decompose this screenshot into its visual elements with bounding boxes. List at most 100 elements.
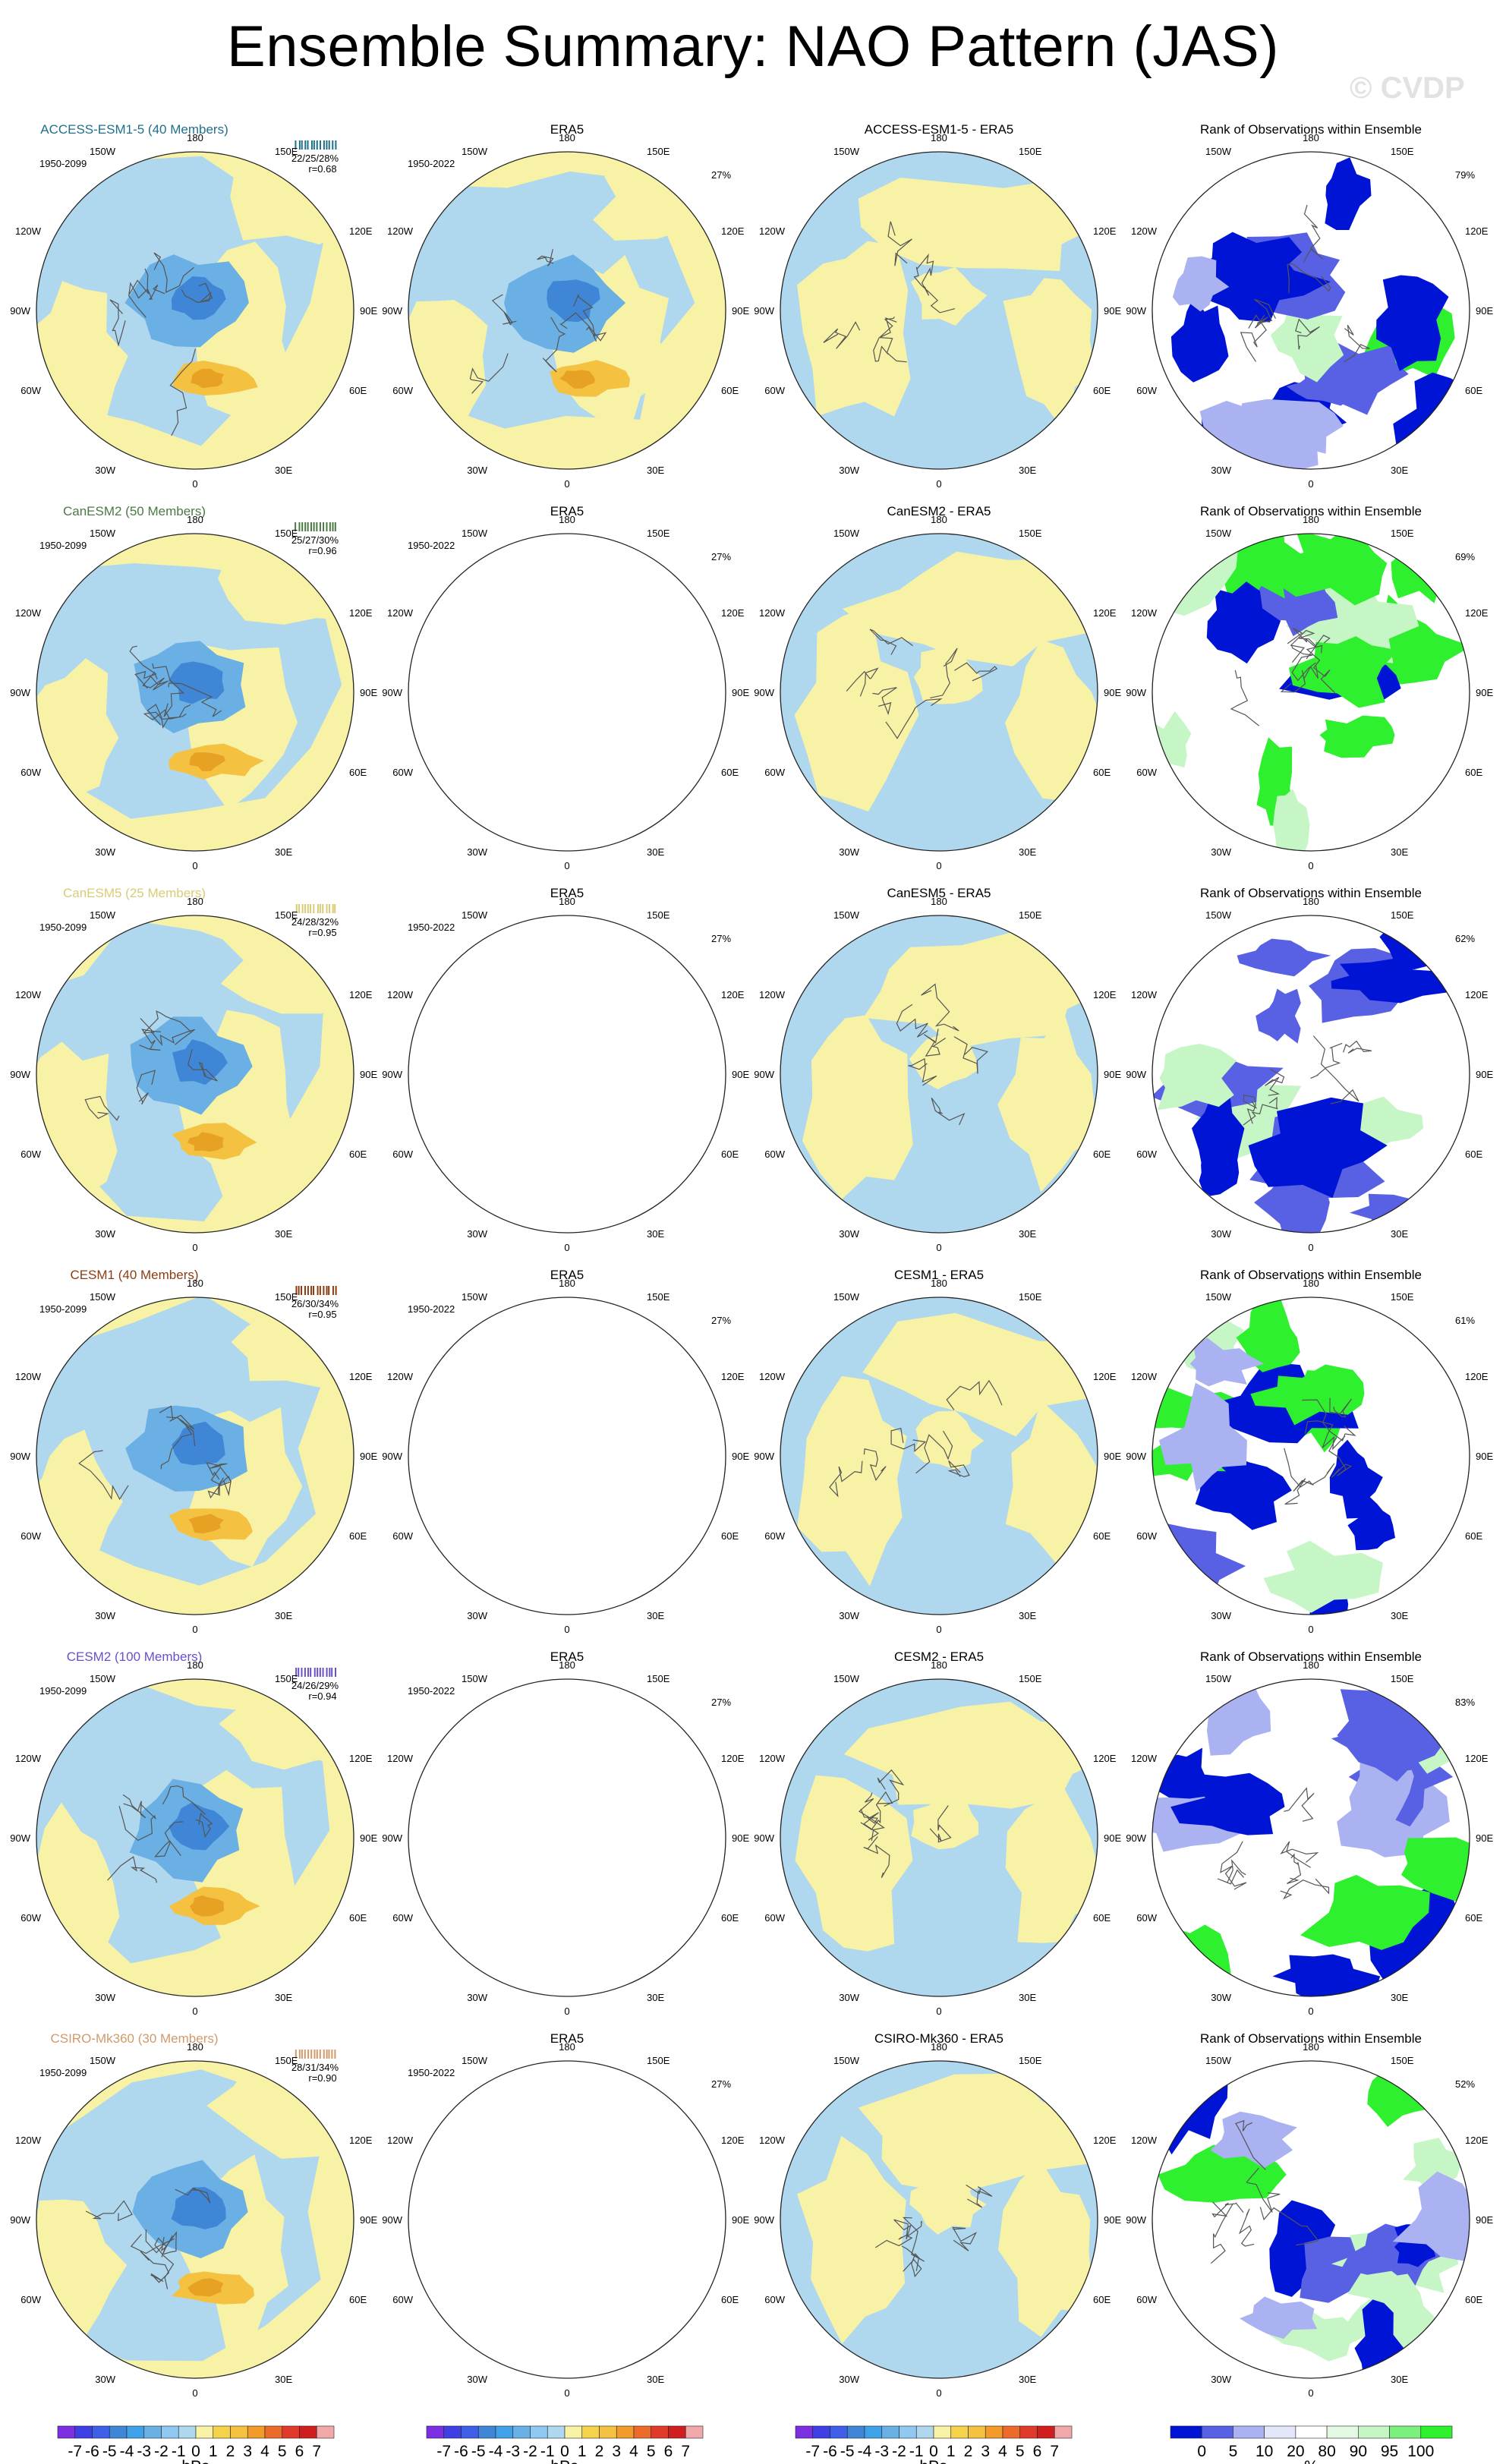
longitude-label: 60E — [1465, 767, 1482, 778]
longitude-label: 60W — [1136, 1530, 1157, 1542]
member-tick — [310, 2050, 313, 2059]
member-tick — [307, 1668, 310, 1677]
longitude-label: 180 — [1303, 896, 1319, 907]
longitude-label: 120W — [759, 1753, 786, 1764]
member-tick — [323, 1286, 325, 1295]
pattern-correlation: r=0.95 — [308, 1309, 336, 1320]
map-border — [408, 2060, 726, 2379]
longitude-label: 90E — [1476, 1069, 1493, 1080]
positive-anomaly — [1005, 1787, 1098, 1943]
longitude-label: 0 — [1308, 860, 1313, 871]
negative-core — [504, 1400, 625, 1498]
member-spread-marker — [295, 522, 336, 531]
colorbar-swatch — [109, 2425, 128, 2439]
colorbar-swatch — [57, 2425, 76, 2439]
longitude-label: 0 — [936, 2387, 941, 2399]
colorbar-tick-label: 100 — [1407, 2443, 1434, 2460]
rank-percent: 52% — [1455, 2078, 1475, 2090]
coastline — [1230, 627, 1336, 726]
rank-region — [1170, 1772, 1285, 1835]
longitude-label: 150E — [1019, 1291, 1042, 1303]
colorbar-tick-label: -6 — [85, 2443, 99, 2460]
colorbar-tick-label: -5 — [471, 2443, 486, 2460]
longitude-label: 150W — [1205, 528, 1232, 539]
longitude-label: 60E — [721, 2294, 739, 2305]
member-tick — [335, 1286, 337, 1295]
longitude-label: 90E — [1104, 2214, 1121, 2226]
longitude-label: 120E — [349, 1753, 373, 1764]
longitude-label: 60W — [392, 767, 413, 778]
member-tick — [301, 904, 304, 913]
model-period: 1950-2099 — [39, 158, 87, 169]
coastline — [470, 1394, 605, 1539]
positive-anomaly — [551, 1401, 669, 1586]
longitude-label: 180 — [559, 1659, 575, 1671]
longitude-label: 120W — [759, 2135, 786, 2146]
colorbar-swatch — [1037, 2425, 1055, 2439]
rank-panel-title: Rank of Observations within Ensemble — [1200, 1268, 1422, 1282]
longitude-label: 60W — [20, 767, 41, 778]
longitude-label: 90W — [382, 1069, 402, 1080]
longitude-label: 180 — [931, 1278, 947, 1289]
ensemble-stats: 24/28/32% — [291, 916, 339, 928]
rank-region — [1376, 275, 1449, 371]
positive-anomaly — [397, 1827, 487, 1964]
positive-anomaly — [408, 300, 488, 436]
longitude-label: 90W — [382, 687, 402, 698]
map-field — [36, 1297, 354, 1615]
colorbar-tick-label: 10 — [1256, 2443, 1273, 2460]
longitude-label: 120W — [1131, 2135, 1158, 2146]
coastline — [823, 221, 956, 363]
negative-core — [504, 1782, 625, 1880]
member-tick — [326, 904, 328, 913]
map-border — [780, 2060, 1098, 2379]
member-tick — [301, 1668, 303, 1677]
longitude-label: 120E — [1093, 1371, 1117, 1382]
map-background — [408, 915, 726, 1233]
longitude-label: 90W — [754, 305, 774, 317]
coastline — [469, 249, 607, 394]
longitude-label: 60E — [1465, 1149, 1482, 1160]
ensemble-stats: 22/25/28% — [291, 153, 339, 164]
longitude-label: 90E — [360, 1451, 377, 1462]
member-tick — [307, 2050, 310, 2059]
longitude-label: 90W — [10, 1451, 30, 1462]
longitude-label: 30W — [467, 2374, 487, 2385]
positive-core — [559, 370, 595, 389]
longitude-label: 120W — [1131, 989, 1158, 1000]
colorbar-swatch — [477, 2425, 496, 2439]
colorbar-swatch — [426, 2425, 445, 2439]
map-field — [36, 2061, 354, 2378]
negative-anomaly — [376, 935, 695, 1193]
rank-region — [1270, 295, 1344, 383]
map-field — [376, 2061, 755, 2378]
longitude-label: 30W — [95, 846, 115, 858]
colorbar-swatch — [195, 2425, 214, 2439]
colorbar-swatch — [1326, 2425, 1359, 2439]
colorbar-tick-label: 0 — [1197, 2443, 1206, 2460]
longitude-label: 90E — [360, 305, 377, 317]
positive-anomaly — [862, 1312, 1098, 1437]
colorbar-tick-label: 1 — [947, 2443, 956, 2460]
negative-anomaly — [376, 1699, 695, 1956]
longitude-label: 60E — [721, 767, 739, 778]
colorbar-tick-label: -7 — [805, 2443, 820, 2460]
longitude-label: 30E — [1019, 1610, 1036, 1621]
colorbar-swatch — [668, 2425, 686, 2439]
longitude-label: 150W — [90, 2055, 116, 2066]
colorbar-swatch — [651, 2425, 669, 2439]
longitude-label: 30W — [1211, 1610, 1231, 1621]
rank-region — [1267, 534, 1388, 606]
member-tick — [313, 1668, 316, 1677]
negative-core — [172, 1421, 225, 1466]
longitude-label: 150E — [1391, 146, 1414, 157]
member-tick — [295, 904, 298, 913]
longitude-label: 60E — [1093, 2294, 1111, 2305]
rank-region — [1300, 1874, 1430, 1950]
colorbar-swatch — [864, 2425, 883, 2439]
longitude-label: 0 — [936, 860, 941, 871]
longitude-label: 30E — [647, 465, 664, 476]
